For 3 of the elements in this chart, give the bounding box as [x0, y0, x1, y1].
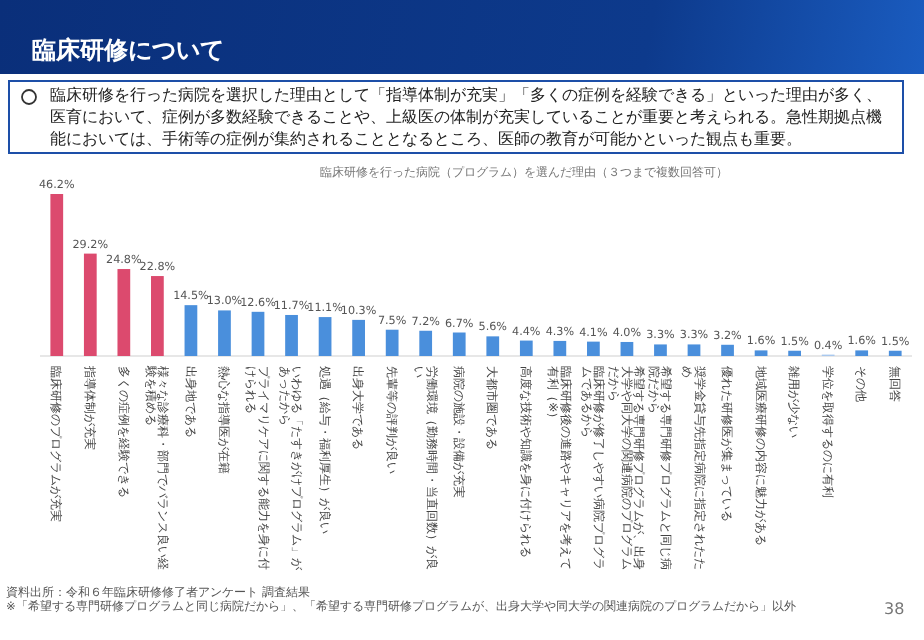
text: 臨床研修を行った病院を選択した理由として「指導体制が充実」「多くの症例を経験できる」といった理由が多く、医育において、症例が多数経験できることや、上級医の体制が充実していることが重要と考えられる。急性期拠点機能においては、手術等の症例が集約されることとなるところ、医師の教育が可能かといった観点も重要。 [50, 84, 882, 148]
text: 38 [884, 600, 905, 618]
header: 臨床研修について [0, 0, 924, 74]
